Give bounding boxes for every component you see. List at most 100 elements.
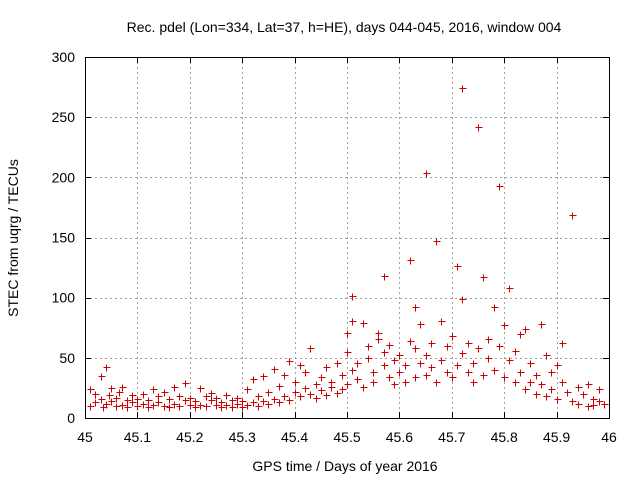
data-point — [522, 326, 530, 334]
data-point — [244, 402, 252, 410]
data-point — [145, 404, 153, 412]
x-tick-label: 45.3 — [229, 429, 256, 445]
data-point — [108, 398, 116, 406]
data-point — [496, 183, 504, 191]
data-point — [197, 385, 205, 393]
data-point — [161, 403, 169, 411]
data-point — [255, 393, 263, 401]
data-point — [166, 404, 174, 412]
data-point — [134, 403, 142, 411]
data-point — [517, 369, 525, 377]
data-point — [475, 124, 483, 132]
data-point — [433, 379, 441, 387]
data-point — [596, 386, 604, 394]
x-tick-label: 45.4 — [281, 429, 308, 445]
data-point — [223, 392, 231, 400]
data-point — [428, 364, 436, 372]
x-tick-label: 45.2 — [176, 429, 203, 445]
data-point — [381, 273, 389, 281]
data-point — [234, 395, 242, 403]
data-point — [396, 352, 404, 360]
data-point — [286, 358, 294, 366]
data-point — [548, 386, 556, 394]
y-tick-label: 250 — [52, 109, 76, 125]
y-tick-label: 200 — [52, 169, 76, 185]
data-point — [166, 396, 174, 404]
y-axis-label: STEC from uqrg / TECUs — [5, 159, 21, 317]
data-point — [339, 372, 347, 380]
data-point — [229, 404, 237, 412]
data-point — [87, 386, 95, 394]
data-point — [585, 381, 593, 389]
y-tick-labels: 0 50 100 150 200 250 300 — [52, 49, 76, 426]
data-point — [543, 352, 551, 360]
data-point — [182, 397, 190, 405]
data-point — [286, 397, 294, 405]
data-point — [444, 369, 452, 377]
data-point — [480, 274, 488, 282]
data-point — [569, 212, 577, 220]
data-point — [116, 389, 124, 397]
data-point — [265, 401, 273, 409]
data-point — [590, 396, 598, 404]
data-point — [223, 402, 231, 410]
data-point — [501, 374, 509, 382]
y-tick-label: 300 — [52, 49, 76, 65]
data-point — [438, 318, 446, 326]
data-point — [187, 402, 195, 410]
data-point — [244, 386, 252, 394]
data-point — [496, 343, 504, 351]
data-point — [444, 343, 452, 351]
data-point — [433, 238, 441, 246]
data-point — [203, 403, 211, 411]
data-point — [313, 381, 321, 389]
data-point — [103, 401, 111, 409]
data-point — [334, 360, 342, 368]
data-point — [108, 385, 116, 393]
data-point — [480, 372, 488, 380]
data-point — [213, 395, 221, 403]
data-point — [155, 399, 163, 407]
data-point — [402, 362, 410, 370]
data-point — [386, 374, 394, 382]
data-point — [402, 379, 410, 387]
data-point — [438, 357, 446, 365]
data-point — [512, 348, 520, 356]
data-point — [370, 379, 378, 387]
data-point — [98, 373, 106, 381]
data-point — [381, 349, 389, 357]
data-point — [208, 390, 216, 398]
data-point — [260, 398, 268, 406]
data-point — [475, 345, 483, 353]
data-point — [145, 397, 153, 405]
data-point — [297, 393, 305, 401]
data-point — [365, 355, 373, 363]
data-point — [360, 320, 368, 328]
data-point — [292, 379, 300, 387]
chart-title: Rec. pdel (Lon=334, Lat=37, h=HE), days … — [127, 19, 562, 35]
data-point — [140, 391, 148, 399]
x-tick-label: 45.5 — [333, 429, 360, 445]
data-point — [386, 342, 394, 350]
data-point — [113, 403, 121, 411]
data-point — [129, 392, 137, 400]
data-point — [213, 402, 221, 410]
data-point — [171, 401, 179, 409]
data-point — [548, 369, 556, 377]
data-point — [349, 318, 357, 326]
data-point — [527, 379, 535, 387]
data-point — [559, 340, 567, 348]
data-point — [297, 362, 305, 370]
data-point — [465, 340, 473, 348]
data-point — [218, 399, 226, 407]
data-point — [119, 384, 127, 392]
data-point — [412, 345, 420, 353]
data-point — [140, 401, 148, 409]
data-point — [344, 349, 352, 357]
y-tick-label: 0 — [67, 410, 75, 426]
data-point — [349, 293, 357, 301]
data-point — [538, 321, 546, 329]
data-point — [208, 397, 216, 405]
data-point — [307, 345, 315, 353]
data-point — [134, 396, 142, 404]
